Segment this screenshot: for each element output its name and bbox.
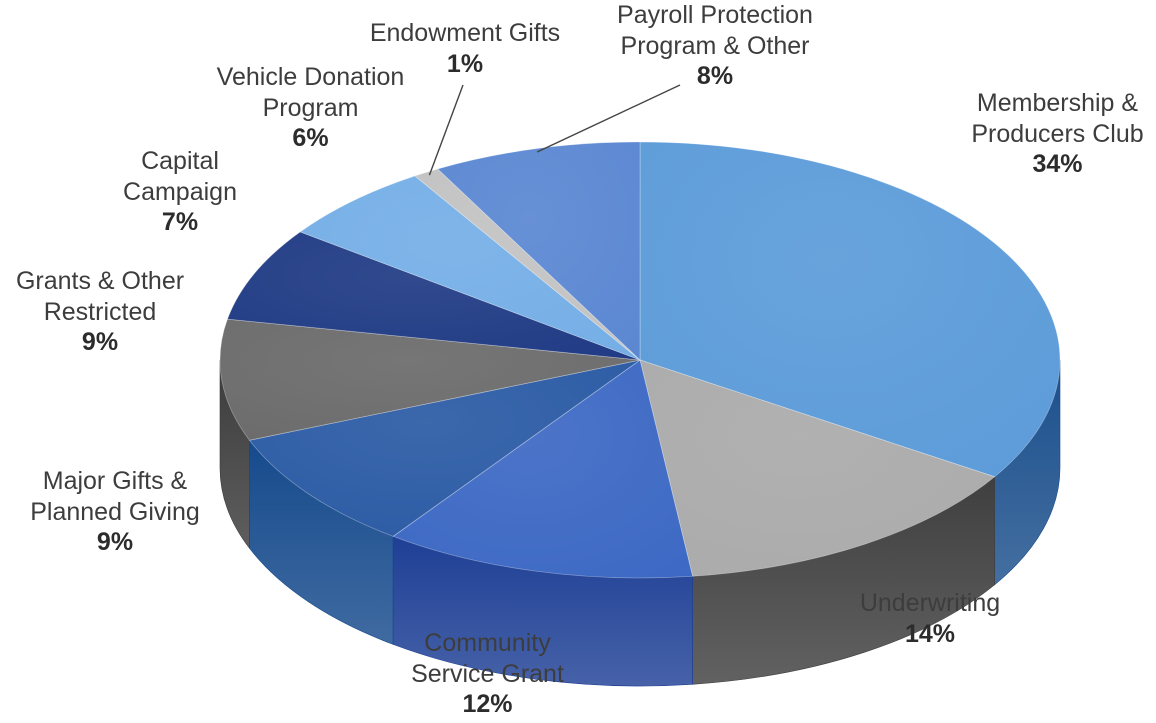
label-capital-value: 7% <box>161 208 199 236</box>
label-major-gifts-value: 9% <box>96 528 134 556</box>
label-grants-value: 9% <box>81 328 119 356</box>
label-underwriting-name-1: Underwriting <box>859 589 1001 617</box>
label-membership: Membership & Producers Club 34% <box>955 88 1156 180</box>
slice-membership <box>639 141 1061 478</box>
label-grants-name-2: Restricted <box>43 297 157 326</box>
label-payroll-name-1: Payroll Protection <box>617 1 813 29</box>
pie-sides <box>219 359 1061 687</box>
slice-grants <box>219 318 641 441</box>
label-underwriting: Underwriting 14% <box>830 588 1030 649</box>
pie-slices <box>219 141 1061 579</box>
label-capital-name-2: Campaign <box>123 177 237 206</box>
label-community: Community Service Grant 12% <box>385 628 590 720</box>
label-grants-name-1: Grants & Other <box>15 267 185 295</box>
label-membership-name-2: Producers Club <box>971 119 1144 148</box>
label-community-name-1: Community <box>424 629 551 657</box>
slice-underwriting <box>639 359 996 577</box>
label-payroll-name-2: Program & Other <box>620 31 810 60</box>
label-underwriting-value: 14% <box>904 619 956 648</box>
label-endowment-name-1: Endowment Gifts <box>369 19 561 47</box>
label-capital-name-1: Capital <box>141 147 219 175</box>
slice-payroll <box>436 141 641 361</box>
label-major-gifts: Major Gifts & Planned Giving 9% <box>10 466 220 558</box>
label-payroll: Payroll Protection Program & Other 8% <box>595 0 835 92</box>
label-membership-name-1: Membership & <box>976 89 1139 117</box>
slice-endowment <box>414 168 641 361</box>
label-major-gifts-name-2: Planned Giving <box>30 497 200 526</box>
leader-line-payroll <box>536 84 681 153</box>
slice-capital <box>226 231 641 361</box>
label-grants: Grants & Other Restricted 9% <box>0 266 200 358</box>
slice-community <box>392 359 694 579</box>
leader-lines <box>428 84 681 176</box>
label-endowment-value: 1% <box>446 49 484 78</box>
label-endowment: Endowment Gifts 1% <box>345 18 585 79</box>
slice-vehicle <box>299 175 641 361</box>
label-community-name-2: Service Grant <box>411 659 564 688</box>
label-vehicle-name-1: Vehicle Donation <box>216 63 405 91</box>
label-vehicle-value: 6% <box>292 124 329 152</box>
label-membership-value: 34% <box>1032 150 1083 178</box>
label-major-gifts-name-1: Major Gifts & <box>42 467 188 495</box>
label-capital: Capital Campaign 7% <box>105 146 255 238</box>
label-community-value: 12% <box>462 690 513 718</box>
slice-major-gifts <box>248 359 641 537</box>
label-vehicle: Vehicle Donation Program 6% <box>198 62 423 154</box>
label-vehicle-name-2: Program <box>262 93 359 122</box>
leader-line-endowment <box>428 84 464 176</box>
label-payroll-value: 8% <box>696 62 734 90</box>
